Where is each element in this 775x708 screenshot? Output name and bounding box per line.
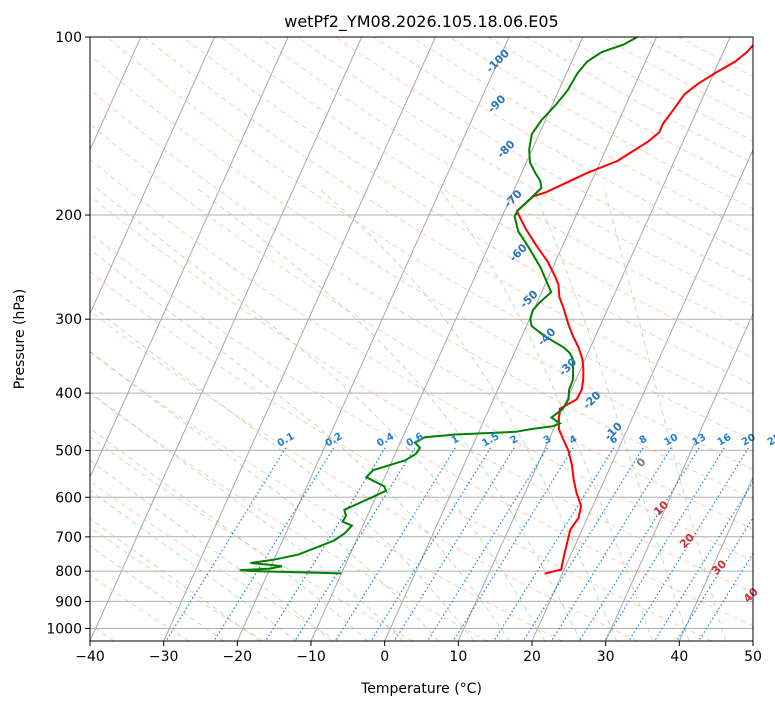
dry-adiabat [90,158,753,562]
mixing-ratio-line [603,447,725,641]
mixing-ratio-line [653,481,753,641]
x-tick-label: 20 [523,649,541,665]
mixing-ratio-line [578,447,700,641]
mixing-ratio-line [628,447,750,641]
moist-adiabat [90,545,225,641]
x-tick-label: −30 [149,649,179,665]
y-tick-label: 500 [55,443,82,459]
x-tick-label: 50 [744,649,762,665]
temperature-profile [515,43,753,575]
dry-adiabat [90,392,488,641]
profile-lines [239,37,753,575]
dry-adiabat [296,37,753,307]
dry-adiabat [144,37,753,414]
moist-adiabat [90,391,404,641]
dry-adiabat [220,37,753,359]
mixing-ratio-line [294,447,416,641]
x-tick-label: 10 [449,649,467,665]
moist-adiabat [90,427,369,641]
isotherm [752,639,753,641]
isotherm [236,37,510,641]
y-tick-label: 1000 [46,621,82,637]
dry-adiabat [90,271,712,641]
mixing-ratio-line [334,447,456,641]
moist-adiabat [90,304,475,641]
dry-adiabat [90,574,190,641]
mixing-ratio-label: 4 [568,434,580,447]
moist-adiabat [90,248,510,641]
dry-adiabat [90,310,638,641]
isotherm [163,37,436,641]
mixing-ratio-line [264,447,386,641]
isotherm [90,37,142,152]
y-tick-label: 200 [55,208,82,224]
plot-background [90,37,753,641]
mixing-ratio-label: 1 [450,434,462,447]
mixing-ratio-label: 6 [608,434,620,447]
isotherm [0,37,67,641]
dry-adiabat [90,435,414,641]
axes: −40 −30 −20 −10 0 10 20 30 40 50 100 200 300 400 500 60… [46,30,762,665]
y-tick-label: 100 [55,30,82,46]
mixing-ratio-line [213,447,335,641]
background-lines [0,37,753,641]
isotherm [678,476,753,641]
y-tick-label: 400 [55,386,82,402]
dry-adiabat [90,54,753,471]
isotherm [90,37,289,479]
x-tick-label: 30 [597,649,615,665]
x-tick-label: −10 [296,649,326,665]
isotherm [90,37,215,315]
mixing-ratio-label: 2 [509,434,521,447]
x-tick-label: −20 [223,649,253,665]
isotherm [605,312,753,641]
moist-adiabat [96,187,546,641]
x-tick-label: 0 [380,649,389,665]
mixing-ratio-label: 8 [638,434,650,447]
dry-adiabat [90,480,339,641]
isotherm [384,37,657,641]
y-tick-label: 700 [55,530,82,546]
dry-adiabat [90,351,563,641]
moist-adiabat [603,187,727,641]
moist-adiabat [90,517,261,641]
mixing-ratio-line [427,447,548,641]
plot-frame [89,36,754,642]
mixing-ratio-line [370,447,492,641]
mixing-ratio-line [452,447,574,641]
x-tick-label: 40 [670,649,688,665]
moist-adiabat [90,351,439,641]
moist-adiabat [438,187,654,641]
x-tick-label: −40 [75,649,105,665]
dry-adiabat [90,88,753,500]
isotherm [457,37,731,641]
mixing-ratio-label: 3 [542,434,554,447]
mixing-ratio-label: 25 [766,432,775,449]
mixing-ratio-line [165,447,287,641]
isotherm [531,148,753,641]
mixing-ratio-line [676,516,753,641]
y-tick-label: 800 [55,564,82,580]
dry-adiabat [90,232,753,627]
mixing-ratio-line [522,447,644,641]
y-tick-label: 300 [55,312,82,328]
y-tick-label: 600 [55,490,82,506]
moist-adiabat [90,489,297,641]
y-tick-label: 900 [55,594,82,610]
dry-adiabat [334,37,753,282]
isotherm [90,37,363,641]
dry-adiabat [90,123,753,531]
mixing-ratio-line [550,447,672,641]
chart-title: wetPf2_YM08.2026.105.18.06.E05 [284,12,558,32]
moist-adiabat [90,459,333,641]
mixing-ratio-line [493,447,615,641]
y-axis-label: Pressure (hPa) [12,289,28,389]
mixing-ratio-line [393,447,515,641]
moist-adiabat [532,187,690,641]
dewpoint-profile [239,37,638,575]
moist-adiabat [196,187,582,641]
x-axis-label: Temperature (°C) [360,681,482,697]
mixing-ratio-line [698,552,753,641]
